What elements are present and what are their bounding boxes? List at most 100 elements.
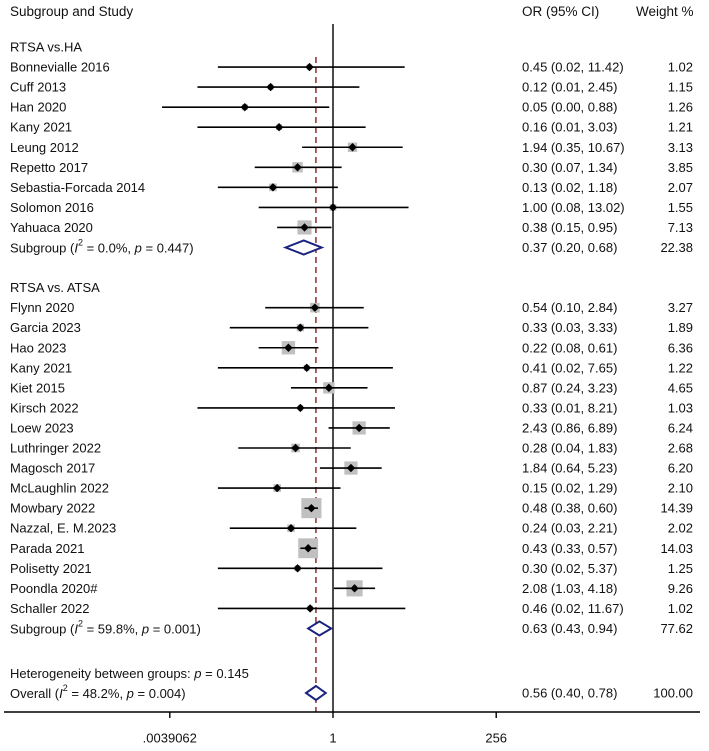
study-point-estimate — [328, 203, 338, 212]
study-or-ci: 0.48 (0.38, 0.60) — [522, 501, 617, 516]
study-or-ci: 0.38 (0.15, 0.95) — [522, 220, 617, 235]
study-point-estimate — [307, 503, 316, 513]
study-point-estimate — [310, 303, 320, 312]
study-weight: 6.20 — [668, 461, 693, 476]
study-point-estimate — [354, 423, 364, 433]
study-name: Solomon 2016 — [10, 200, 94, 215]
study-name: Poondla 2020# — [10, 581, 98, 596]
study-or-ci: 2.08 (1.03, 4.18) — [522, 581, 617, 596]
study-or-ci: 0.43 (0.33, 0.57) — [522, 541, 617, 556]
study-name: Leung 2012 — [10, 140, 79, 155]
study-name: Loew 2023 — [10, 420, 74, 435]
x-axis-tick-label: 1 — [329, 731, 336, 746]
x-axis-tick-label: 256 — [485, 731, 507, 746]
study-point-estimate — [296, 323, 305, 332]
study-weight: 1.15 — [668, 80, 693, 95]
subgroup-diamond — [306, 620, 334, 637]
study-or-ci: 0.33 (0.03, 3.33) — [522, 320, 617, 335]
study-name: Mowbary 2022 — [10, 501, 95, 516]
study-name: Luthringer 2022 — [10, 441, 101, 456]
subgroup-title: RTSA vs. ATSA — [10, 280, 100, 295]
study-name: Kany 2021 — [10, 120, 72, 135]
study-weight: 2.02 — [668, 521, 693, 536]
study-point-estimate — [346, 463, 356, 473]
study-point-estimate — [293, 163, 302, 172]
study-weight: 3.85 — [668, 160, 693, 175]
overall-or-ci: 0.56 (0.40, 0.78) — [522, 686, 617, 701]
study-name: Kiet 2015 — [10, 380, 65, 395]
study-weight: 1.02 — [668, 601, 693, 616]
study-point-estimate — [300, 223, 309, 232]
overall-diamond — [304, 684, 328, 702]
study-name: McLaughlin 2022 — [10, 481, 109, 496]
study-point-estimate — [284, 343, 293, 352]
study-name: Yahuaca 2020 — [10, 220, 93, 235]
study-name: Schaller 2022 — [10, 601, 90, 616]
study-name: Parada 2021 — [10, 541, 84, 556]
study-or-ci: 0.41 (0.02, 7.65) — [522, 360, 617, 375]
overall-weight: 100.00 — [653, 686, 693, 701]
study-weight: 1.25 — [668, 561, 693, 576]
study-or-ci: 0.30 (0.07, 1.34) — [522, 160, 617, 175]
study-or-ci: 0.24 (0.03, 2.21) — [522, 521, 617, 536]
study-point-estimate — [240, 102, 250, 112]
study-weight: 2.68 — [668, 441, 693, 456]
study-name: Kirsch 2022 — [10, 400, 79, 415]
study-weight: 1.03 — [668, 400, 693, 415]
study-or-ci: 2.43 (0.86, 6.89) — [522, 420, 617, 435]
or-column-header: OR (95% CI) — [522, 4, 600, 19]
study-point-estimate — [272, 483, 282, 493]
study-or-ci: 0.30 (0.02, 5.37) — [522, 561, 617, 576]
study-point-estimate — [291, 443, 300, 453]
study-weight: 9.26 — [668, 581, 693, 596]
study-point-estimate — [274, 123, 284, 132]
study-point-estimate — [293, 564, 302, 573]
study-name: Bonnevialle 2016 — [10, 60, 110, 75]
study-weight: 3.13 — [668, 140, 693, 155]
subgroup-label: Subgroup (I2 = 59.8%, p = 0.001) — [10, 618, 201, 636]
weight-column-header: Weight % — [636, 4, 694, 19]
subgroup-weight: 22.38 — [660, 240, 693, 255]
study-or-ci: 0.33 (0.01, 8.21) — [522, 400, 617, 415]
study-weight: 2.10 — [668, 481, 693, 496]
study-weight: 6.24 — [668, 420, 693, 435]
study-or-ci: 0.22 (0.08, 0.61) — [522, 340, 617, 355]
study-or-ci: 1.94 (0.35, 10.67) — [522, 140, 625, 155]
study-weight: 7.13 — [668, 220, 693, 235]
study-weight: 14.03 — [660, 541, 693, 556]
study-name: Flynn 2020 — [10, 300, 74, 315]
study-or-ci: 1.00 (0.08, 13.02) — [522, 200, 625, 215]
overall-label: Overall (I2 = 48.2%, p = 0.004) — [10, 683, 186, 701]
study-weight: 3.27 — [668, 300, 693, 315]
study-point-estimate — [305, 604, 315, 613]
subgroup-weight: 77.62 — [660, 621, 693, 636]
study-or-ci: 0.15 (0.02, 1.29) — [522, 481, 617, 496]
study-point-estimate — [350, 584, 359, 593]
subgroup-or-ci: 0.63 (0.43, 0.94) — [522, 621, 617, 636]
study-name: Garcia 2023 — [10, 320, 81, 335]
study-or-ci: 0.54 (0.10, 2.84) — [522, 300, 617, 315]
study-weight: 1.26 — [668, 100, 693, 115]
study-weight: 14.39 — [660, 501, 693, 516]
study-weight: 1.89 — [668, 320, 693, 335]
study-name: Sebastia-Forcada 2014 — [10, 180, 145, 195]
study-name: Cuff 2013 — [10, 80, 66, 95]
study-point-estimate — [348, 143, 357, 152]
study-or-ci: 0.45 (0.02, 11.42) — [522, 60, 624, 75]
study-weight: 2.07 — [668, 180, 693, 195]
study-name: Magosch 2017 — [10, 461, 95, 476]
study-point-estimate — [302, 363, 311, 372]
study-or-ci: 0.05 (0.00, 0.88) — [522, 100, 617, 115]
study-weight: 6.36 — [668, 340, 693, 355]
study-name: Han 2020 — [10, 100, 66, 115]
study-or-ci: 1.84 (0.64, 5.23) — [522, 461, 617, 476]
study-or-ci: 0.46 (0.02, 11.67) — [522, 601, 624, 616]
study-point-estimate — [266, 82, 275, 92]
study-or-ci: 0.12 (0.01, 2.45) — [522, 80, 617, 95]
subgroup-title: RTSA vs.HA — [10, 40, 82, 55]
study-point-estimate — [296, 403, 305, 413]
study-weight: 4.65 — [668, 380, 693, 395]
study-weight: 1.55 — [668, 200, 693, 215]
study-point-estimate — [324, 383, 334, 393]
